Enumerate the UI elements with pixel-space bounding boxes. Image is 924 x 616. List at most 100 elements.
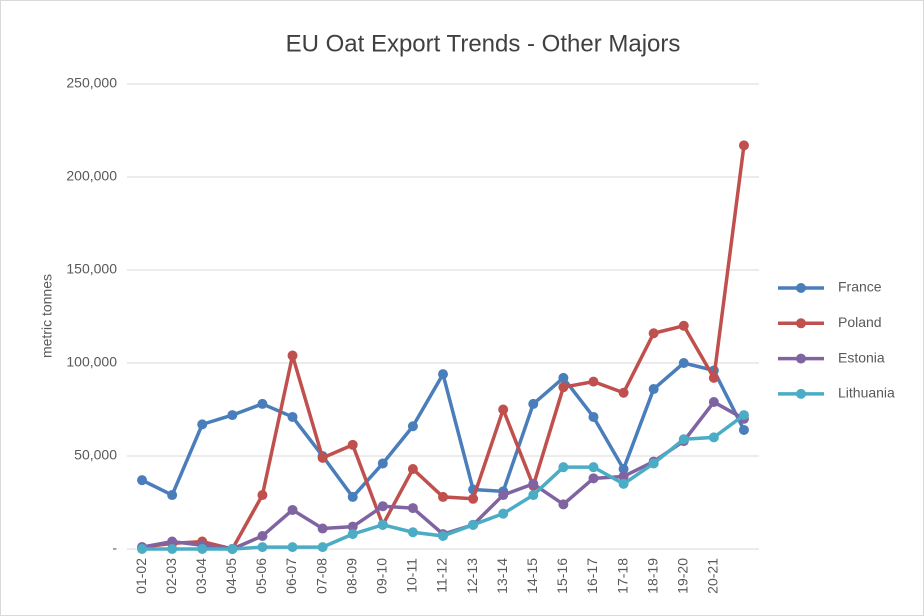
point-marker — [227, 544, 238, 554]
point-marker — [167, 536, 178, 547]
x-tick-label: 06-07 — [283, 558, 299, 594]
chart-title: EU Oat Export Trends - Other Majors — [286, 30, 681, 57]
x-tick-label: 13-14 — [494, 558, 510, 594]
point-marker — [347, 439, 358, 450]
point-marker — [528, 478, 539, 489]
point-marker — [317, 542, 328, 553]
point-marker — [498, 404, 509, 415]
x-tick-label: 19-20 — [674, 558, 690, 594]
point-marker — [738, 410, 749, 421]
point-marker — [377, 519, 388, 530]
point-marker — [347, 529, 358, 540]
x-tick-label: 04-05 — [223, 558, 239, 594]
x-tick-label: 02-03 — [163, 558, 179, 594]
point-marker — [227, 410, 238, 421]
point-marker — [708, 432, 719, 443]
y-axis-label: metric tonnes — [39, 274, 55, 358]
x-tick-label: 10-11 — [404, 558, 420, 593]
x-tick-label: 05-06 — [253, 558, 269, 594]
point-marker — [618, 471, 629, 482]
y-tick-label: 200,000 — [66, 168, 117, 184]
point-marker — [317, 452, 328, 463]
x-tick-label: 18-19 — [644, 558, 660, 594]
point-marker — [588, 376, 599, 387]
point-marker — [558, 382, 569, 393]
point-marker — [347, 491, 358, 502]
point-marker — [137, 475, 148, 486]
x-tick-label: 03-04 — [193, 558, 209, 594]
x-tick-label: 01-02 — [133, 558, 149, 594]
legend-marker — [796, 353, 806, 364]
x-tick-label: 17-18 — [614, 558, 630, 594]
point-marker — [167, 544, 178, 554]
point-marker — [468, 493, 479, 504]
x-tick-label: 11-12 — [434, 558, 450, 593]
point-marker — [648, 384, 659, 395]
point-marker — [708, 397, 719, 408]
y-tick-label: 100,000 — [66, 354, 117, 370]
point-marker — [438, 491, 448, 502]
point-marker — [287, 350, 298, 361]
point-marker — [618, 464, 629, 475]
point-marker — [407, 464, 418, 475]
point-marker — [648, 328, 659, 339]
point-marker — [678, 434, 689, 445]
legend-marker — [796, 283, 806, 293]
point-marker — [438, 530, 448, 541]
x-tick-label: 16-17 — [584, 558, 600, 594]
legend-label: France — [838, 279, 882, 295]
x-tick-label: 15-16 — [554, 558, 570, 594]
point-marker — [287, 504, 298, 515]
point-marker — [317, 523, 328, 534]
x-tick-label: 07-08 — [313, 558, 329, 594]
point-marker — [588, 462, 599, 473]
point-marker — [257, 398, 268, 409]
point-marker — [588, 411, 599, 422]
point-marker — [257, 542, 268, 553]
y-tick-label: 50,000 — [74, 447, 117, 463]
x-tick-label: 14-15 — [524, 558, 540, 594]
legend-marker — [796, 318, 806, 329]
y-tick-label: 250,000 — [66, 75, 117, 91]
legend-label: Lithuania — [838, 385, 895, 401]
point-marker — [197, 544, 208, 554]
point-marker — [738, 140, 749, 151]
x-tick-label: 09-10 — [374, 558, 390, 594]
point-marker — [167, 490, 178, 501]
point-marker — [257, 490, 268, 501]
point-marker — [558, 462, 569, 473]
point-marker — [678, 320, 689, 331]
point-marker — [498, 508, 509, 519]
point-marker — [137, 544, 148, 554]
point-marker — [377, 458, 388, 469]
point-marker — [678, 358, 689, 368]
point-marker — [377, 501, 388, 512]
point-marker — [648, 458, 659, 469]
point-marker — [738, 424, 749, 435]
legend-label: Poland — [838, 314, 882, 330]
point-marker — [287, 542, 298, 553]
point-marker — [468, 519, 479, 530]
point-marker — [588, 473, 599, 484]
x-tick-label: 08-09 — [343, 558, 359, 594]
point-marker — [708, 372, 719, 383]
point-marker — [498, 490, 509, 501]
y-tick-label: - — [112, 540, 117, 556]
point-marker — [287, 411, 298, 422]
point-marker — [257, 530, 268, 541]
point-marker — [438, 369, 448, 380]
point-marker — [407, 421, 418, 432]
y-tick-label: 150,000 — [66, 261, 117, 277]
point-marker — [618, 387, 629, 398]
point-marker — [528, 398, 539, 409]
point-marker — [618, 478, 629, 489]
legend-marker — [796, 388, 806, 399]
point-marker — [407, 527, 418, 538]
point-marker — [407, 503, 418, 514]
point-marker — [347, 521, 358, 532]
x-tick-label: 12-13 — [464, 558, 480, 594]
x-tick-label: 20-21 — [705, 558, 721, 594]
legend-label: Estonia — [838, 349, 885, 365]
